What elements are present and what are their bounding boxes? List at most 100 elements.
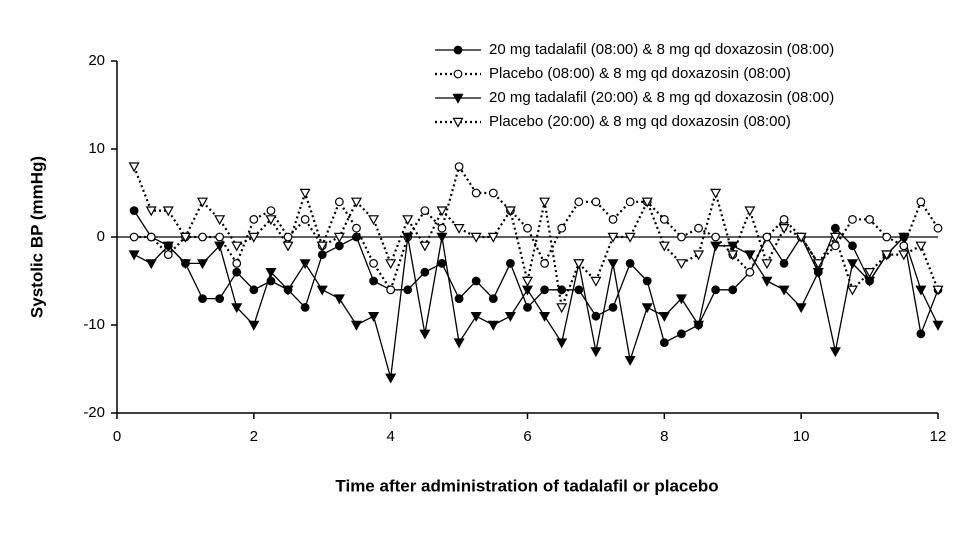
legend-marker: [452, 93, 464, 104]
marker: [830, 241, 840, 251]
marker: [761, 259, 773, 270]
marker: [231, 303, 243, 314]
marker: [608, 303, 618, 312]
marker: [368, 215, 380, 226]
marker: [300, 303, 310, 312]
marker: [848, 214, 857, 224]
x-tick-label: 6: [523, 428, 531, 445]
marker: [745, 267, 755, 277]
marker: [778, 224, 790, 234]
marker: [385, 259, 397, 270]
marker: [898, 250, 910, 261]
x-tick-label: 4: [386, 428, 394, 445]
marker: [658, 241, 670, 252]
marker: [711, 232, 721, 242]
marker: [675, 259, 687, 270]
marker: [607, 259, 619, 270]
marker: [677, 232, 686, 242]
marker: [265, 215, 277, 226]
marker: [419, 329, 431, 340]
marker: [848, 241, 857, 251]
y-tick-label: 20: [88, 52, 105, 69]
marker: [283, 232, 293, 242]
marker: [163, 250, 173, 260]
marker: [916, 197, 926, 207]
marker: [933, 223, 943, 233]
marker: [266, 206, 276, 216]
marker: [386, 285, 396, 295]
marker: [470, 232, 482, 243]
marker: [350, 320, 362, 331]
marker: [368, 312, 380, 322]
marker: [248, 232, 260, 243]
marker: [659, 338, 669, 348]
marker: [727, 250, 739, 261]
marker: [249, 214, 259, 224]
marker: [145, 259, 157, 270]
marker: [677, 329, 686, 339]
marker: [470, 312, 482, 322]
marker: [916, 329, 926, 339]
marker: [471, 188, 481, 198]
marker: [437, 259, 447, 268]
marker: [591, 311, 601, 321]
marker: [437, 223, 447, 233]
marker: [675, 294, 687, 305]
marker: [488, 294, 498, 304]
series-line: [133, 166, 940, 312]
legend-label: 20 mg tadalafil (20:00) & 8 mg qd doxazo…: [489, 89, 834, 106]
legend-label: Placebo (08:00) & 8 mg qd doxazosin (08:…: [489, 65, 791, 82]
marker: [162, 241, 174, 252]
marker: [129, 232, 139, 242]
marker: [282, 285, 294, 296]
marker: [881, 250, 893, 261]
legend-marker: [452, 117, 464, 128]
series-line: [133, 235, 939, 378]
marker: [865, 214, 874, 224]
marker: [642, 276, 652, 286]
marker: [453, 338, 465, 349]
marker: [846, 259, 858, 270]
marker: [557, 223, 567, 233]
marker: [795, 303, 807, 314]
y-tick-label: -10: [83, 316, 105, 333]
marker: [487, 320, 499, 331]
y-axis-label: Systolic BP (mmHg): [27, 156, 46, 318]
marker: [659, 214, 669, 224]
marker: [197, 197, 209, 208]
marker: [215, 294, 225, 304]
marker: [385, 373, 397, 384]
marker: [504, 312, 516, 322]
marker: [471, 276, 481, 286]
marker: [761, 276, 773, 287]
marker: [402, 215, 414, 226]
marker: [915, 285, 927, 296]
marker: [232, 259, 242, 268]
marker: [248, 320, 260, 331]
marker: [214, 241, 226, 252]
marker: [316, 285, 328, 296]
marker: [316, 241, 328, 252]
marker: [693, 320, 705, 331]
marker: [812, 259, 824, 270]
marker: [420, 206, 430, 216]
marker: [625, 259, 635, 268]
marker: [710, 241, 722, 252]
marker: [658, 312, 670, 322]
marker: [317, 250, 327, 260]
marker: [505, 259, 515, 268]
marker: [607, 232, 619, 243]
marker: [523, 303, 532, 312]
marker: [198, 294, 207, 304]
marker: [197, 259, 209, 270]
marker: [162, 206, 174, 217]
marker: [128, 162, 140, 173]
marker: [145, 206, 157, 217]
marker: [641, 303, 653, 314]
marker: [728, 285, 738, 295]
marker: [299, 259, 311, 270]
x-tick-label: 8: [660, 428, 668, 445]
marker: [487, 232, 499, 243]
x-tick-label: 0: [113, 428, 121, 445]
x-axis-label: Time after administration of tadalafil o…: [335, 476, 718, 495]
